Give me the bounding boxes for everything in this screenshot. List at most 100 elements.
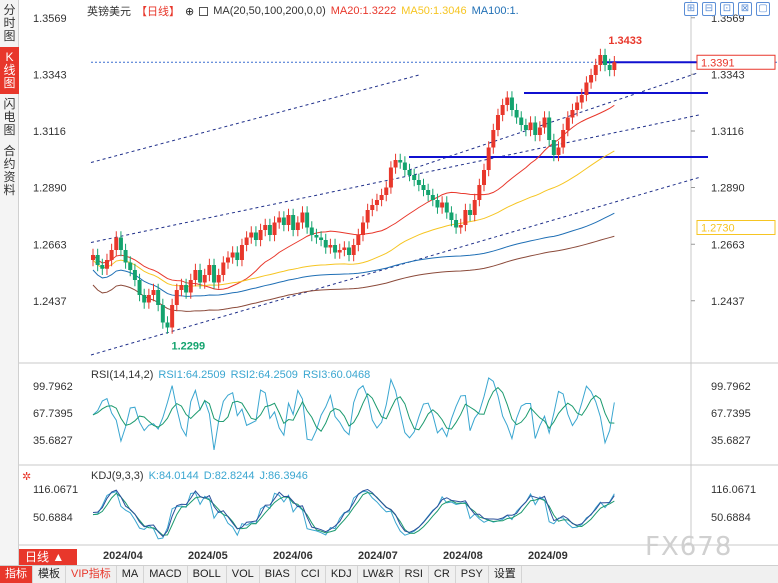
window-button-2[interactable]: ⊡ bbox=[720, 2, 734, 16]
candle-body-52 bbox=[333, 245, 338, 253]
kdj-k-line bbox=[92, 490, 615, 540]
candle-body-28 bbox=[221, 262, 226, 275]
indicator-tab-[interactable]: 指标 bbox=[0, 566, 33, 583]
candle-body-111 bbox=[607, 65, 612, 70]
candle-body-48 bbox=[314, 235, 319, 238]
ma50-label: MA50:1.3046 bbox=[401, 5, 467, 17]
candle-body-25 bbox=[207, 265, 212, 275]
left-tab-3[interactable]: 合约资料 bbox=[3, 144, 16, 197]
candle-body-77 bbox=[449, 212, 454, 220]
candle-body-49 bbox=[319, 237, 324, 240]
candle-body-2 bbox=[100, 265, 105, 269]
period-selector[interactable]: 日线 ▲ bbox=[19, 549, 77, 565]
indicator-tab-kdj[interactable]: KDJ bbox=[326, 566, 358, 583]
y-tick-label-left-3: 1.2890 bbox=[711, 183, 745, 195]
chart-svg[interactable]: 1.3569 1.3569 1.3343 1.3343 1.3116 1.3116 1.28… bbox=[19, 0, 778, 565]
chart-area[interactable]: 1.3569 1.3569 1.3343 1.3343 1.3116 1.3116 1.28… bbox=[19, 0, 778, 565]
indicator-tab-[interactable]: 模板 bbox=[33, 566, 66, 583]
secondary-price-value: 1.2730 bbox=[701, 223, 735, 235]
indicator-tab-cr[interactable]: CR bbox=[429, 566, 456, 583]
candle-body-6 bbox=[118, 237, 123, 250]
indicator-tab-rsi[interactable]: RSI bbox=[400, 566, 429, 583]
high-label: 1.3433 bbox=[608, 35, 642, 47]
symbol-name: 英镑美元 bbox=[87, 6, 131, 18]
indicator-tab-[interactable]: 设置 bbox=[489, 566, 522, 583]
candle-body-16 bbox=[165, 322, 170, 328]
candle-body-88 bbox=[500, 105, 505, 115]
candle-body-100 bbox=[556, 147, 561, 155]
y-tick-label-left-1: 1.3343 bbox=[711, 69, 745, 81]
left-tab-2[interactable]: 闪电图 bbox=[3, 97, 16, 137]
candle-body-22 bbox=[193, 270, 198, 280]
kdj-legend: KDJ(9,3,3) K:84.0144 D:82.8244 J:86.3946 bbox=[91, 470, 308, 482]
candle-body-39 bbox=[272, 222, 277, 235]
rsi-tick-l-0: 99.7962 bbox=[33, 381, 73, 393]
indicator-tab-vol[interactable]: VOL bbox=[227, 566, 260, 583]
candle-body-66 bbox=[398, 160, 403, 163]
indicator-tab-bias[interactable]: BIAS bbox=[260, 566, 296, 583]
left-tab-0[interactable]: 分时图 bbox=[3, 3, 16, 43]
candle-body-36 bbox=[258, 230, 263, 240]
candle-body-109 bbox=[598, 55, 603, 65]
indicator-tab-cci[interactable]: CCI bbox=[296, 566, 326, 583]
ma200-line bbox=[92, 235, 615, 312]
ma20-line bbox=[92, 104, 615, 291]
candle-body-5 bbox=[114, 237, 119, 250]
indicator-tab-psy[interactable]: PSY bbox=[456, 566, 489, 583]
candle-body-45 bbox=[300, 212, 305, 223]
candle-body-112 bbox=[612, 62, 617, 70]
window-button-0[interactable]: ⊞ bbox=[684, 2, 698, 16]
candle-body-99 bbox=[551, 140, 556, 155]
y-tick-label-left-5: 1.2437 bbox=[711, 296, 745, 308]
indicator-tab-vip[interactable]: VIP指标 bbox=[66, 566, 117, 583]
current-price-value: 1.3391 bbox=[701, 57, 735, 69]
candle-body-92 bbox=[519, 117, 524, 125]
candle-body-8 bbox=[128, 262, 133, 270]
candle-body-62 bbox=[379, 195, 384, 200]
candle-body-7 bbox=[123, 250, 128, 263]
candle-body-32 bbox=[239, 245, 244, 260]
rsi-tick-r-2: 35.6827 bbox=[711, 435, 751, 447]
candle-body-85 bbox=[486, 147, 491, 170]
ma-label: MA(20,50,100,200,0,0) bbox=[213, 5, 326, 17]
crosshair-icon[interactable]: ⊕ bbox=[185, 5, 195, 18]
candle-body-101 bbox=[561, 130, 566, 148]
candle-body-106 bbox=[584, 82, 589, 95]
candle-body-76 bbox=[444, 202, 449, 213]
candle-body-79 bbox=[458, 225, 463, 228]
window-button-1[interactable]: ⊟ bbox=[702, 2, 716, 16]
x-tick-label-3: 2024/07 bbox=[358, 550, 398, 562]
window-button-3[interactable]: ⊠ bbox=[738, 2, 752, 16]
y-tick-label-left-0: 1.3569 bbox=[711, 13, 745, 25]
indicator-tab-boll[interactable]: BOLL bbox=[188, 566, 227, 583]
kdj-settings-icon[interactable]: ✲ bbox=[22, 471, 32, 483]
indicator-tab-ma[interactable]: MA bbox=[117, 566, 145, 583]
candle-body-43 bbox=[291, 215, 296, 230]
candle-body-44 bbox=[295, 222, 300, 230]
channel-mid-lower bbox=[90, 114, 700, 243]
rsi-tick-r-1: 67.7395 bbox=[711, 408, 751, 420]
ma20-label: MA20:1.3222 bbox=[330, 5, 397, 17]
candle-body-108 bbox=[593, 65, 598, 75]
indicator-tab-lwr[interactable]: LW&R bbox=[358, 566, 400, 583]
ma100-line bbox=[92, 212, 615, 297]
current-price-tag bbox=[696, 54, 776, 70]
left-tab-1[interactable]: K线图 bbox=[0, 47, 19, 94]
candle-body-18 bbox=[174, 290, 179, 305]
x-tick-label-0: 2024/04 bbox=[103, 550, 144, 562]
period-label[interactable]: 【日线】 bbox=[136, 6, 180, 18]
kdj-tick-r-1: 50.6884 bbox=[711, 512, 751, 524]
candle-body-73 bbox=[430, 195, 435, 200]
candle-body-15 bbox=[160, 305, 165, 323]
candle-body-103 bbox=[570, 110, 575, 118]
y-tick-label-0: 1.3569 bbox=[33, 13, 67, 25]
candle-body-65 bbox=[393, 160, 398, 168]
indicator-tab-macd[interactable]: MACD bbox=[144, 566, 188, 583]
candle-body-21 bbox=[188, 280, 193, 293]
candle-body-64 bbox=[388, 167, 393, 188]
candle-body-82 bbox=[472, 200, 477, 215]
candle-body-69 bbox=[412, 175, 417, 180]
ma-toggle-icon[interactable] bbox=[199, 6, 209, 16]
window-button-4[interactable]: ▢ bbox=[756, 2, 770, 16]
kdj-tick-l-1: 50.6884 bbox=[33, 512, 73, 524]
